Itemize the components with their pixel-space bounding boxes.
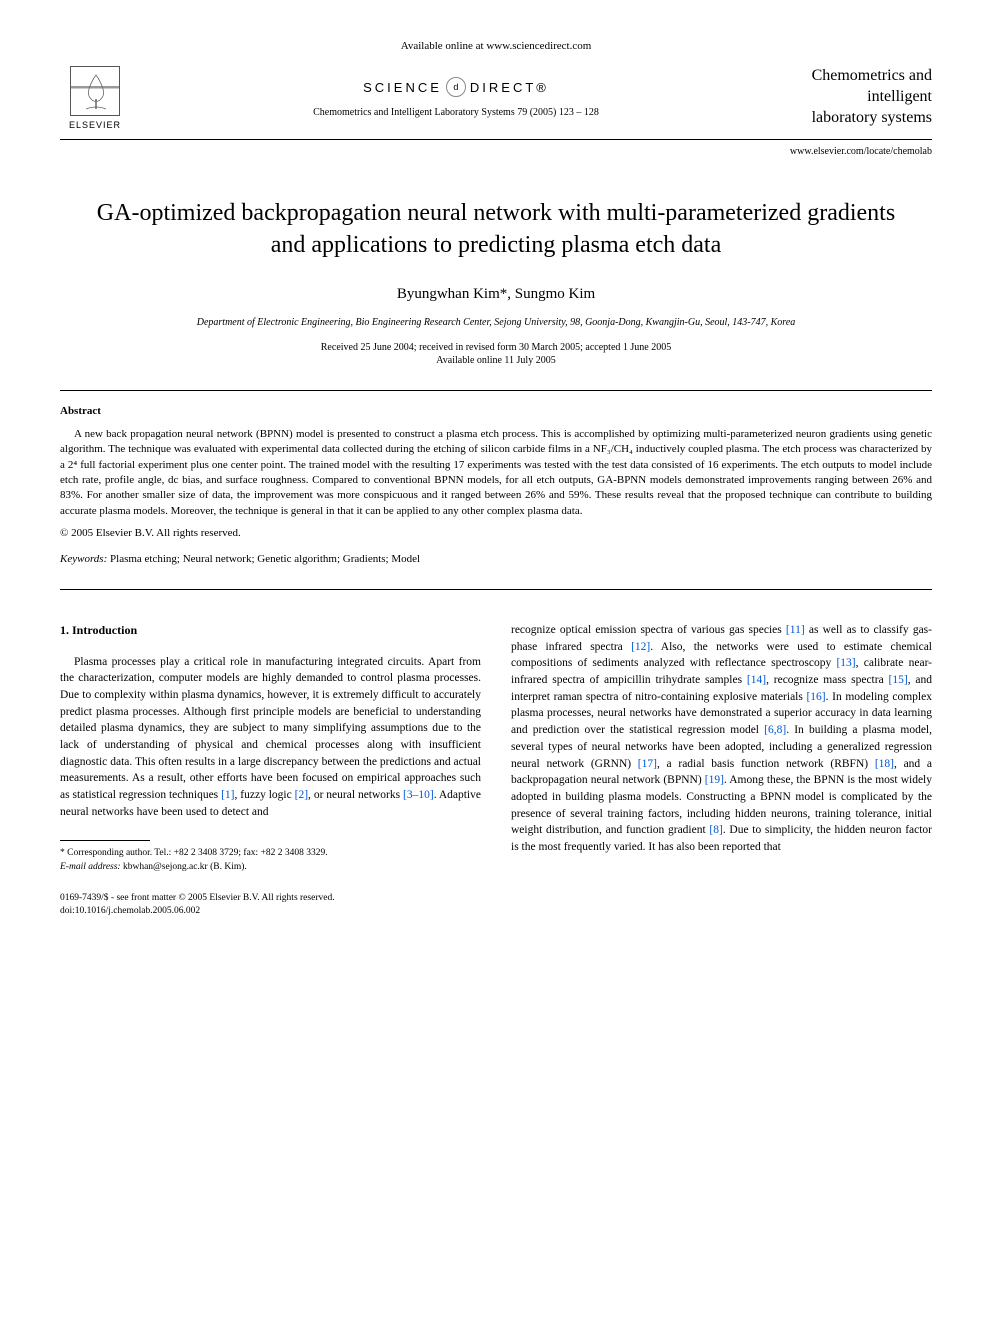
elsevier-logo: ELSEVIER xyxy=(60,60,130,135)
citation-link-14[interactable]: [14] xyxy=(747,674,766,686)
available-online-date: Available online 11 July 2005 xyxy=(60,355,932,366)
section-heading-intro: 1. Introduction xyxy=(60,622,481,639)
header-row: ELSEVIER SCIENCE d DIRECT® Chemometrics … xyxy=(60,60,932,135)
abstract-body: A new back propagation neural network (B… xyxy=(60,427,932,519)
sd-left: SCIENCE xyxy=(363,80,442,95)
citation-link-19[interactable]: [19] xyxy=(705,774,724,786)
citation-link-11[interactable]: [11] xyxy=(786,624,805,636)
journal-name-block: Chemometrics and intelligent laboratory … xyxy=(782,66,932,128)
elsevier-label: ELSEVIER xyxy=(69,120,121,130)
abstract-copyright: © 2005 Elsevier B.V. All rights reserved… xyxy=(60,527,932,539)
keywords: Keywords: Plasma etching; Neural network… xyxy=(60,553,932,565)
email-footnote: E-mail address: kbwhan@sejong.ac.kr (B. … xyxy=(60,861,481,874)
column-left: 1. Introduction Plasma processes play a … xyxy=(60,622,481,918)
doi: doi:10.1016/j.chemolab.2005.06.002 xyxy=(60,905,481,918)
available-online-text: Available online at www.sciencedirect.co… xyxy=(60,40,932,52)
elsevier-tree-icon xyxy=(70,66,120,116)
intro-text-2: , fuzzy logic xyxy=(235,789,295,801)
science-direct-logo: SCIENCE d DIRECT® xyxy=(363,77,549,97)
journal-name: Chemometrics and intelligent laboratory … xyxy=(782,66,932,128)
citation-link-18[interactable]: [18] xyxy=(875,758,894,770)
citation-link-1[interactable]: [1] xyxy=(221,789,234,801)
column-right: recognize optical emission spectra of va… xyxy=(511,622,932,918)
abstract-divider-bottom xyxy=(60,589,932,590)
journal-name-line1: Chemometrics and xyxy=(782,66,932,87)
citation-link-3-10[interactable]: [3–10] xyxy=(403,789,434,801)
col2-text-9: , a radial basis function network (RBFN) xyxy=(657,758,875,770)
col2-text-1: recognize optical emission spectra of va… xyxy=(511,624,786,636)
journal-name-line3: laboratory systems xyxy=(782,108,932,129)
authors: Byungwhan Kim*, Sungmo Kim xyxy=(60,286,932,303)
journal-url: www.elsevier.com/locate/chemolab xyxy=(60,146,932,157)
sd-right: DIRECT® xyxy=(470,80,549,95)
citation-link-17[interactable]: [17] xyxy=(638,758,657,770)
citation-link-16[interactable]: [16] xyxy=(806,691,825,703)
intro-text-1: Plasma processes play a critical role in… xyxy=(60,656,481,801)
issn-copyright: 0169-7439/$ - see front matter © 2005 El… xyxy=(60,892,481,905)
body-columns: 1. Introduction Plasma processes play a … xyxy=(60,622,932,918)
corresponding-author-footnote: * Corresponding author. Tel.: +82 2 3408… xyxy=(60,847,481,860)
intro-paragraph-right: recognize optical emission spectra of va… xyxy=(511,622,932,855)
email-address: kbwhan@sejong.ac.kr (B. Kim). xyxy=(121,862,247,872)
keywords-label: Keywords: xyxy=(60,553,107,565)
front-matter-info: 0169-7439/$ - see front matter © 2005 El… xyxy=(60,892,481,919)
intro-paragraph-left: Plasma processes play a critical role in… xyxy=(60,654,481,821)
citation-link-12[interactable]: [12] xyxy=(631,641,650,653)
affiliation: Department of Electronic Engineering, Bi… xyxy=(60,317,932,328)
journal-name-line2: intelligent xyxy=(782,87,932,108)
intro-text-3: , or neural networks xyxy=(308,789,403,801)
journal-reference: Chemometrics and Intelligent Laboratory … xyxy=(130,107,782,118)
footnote-divider xyxy=(60,840,150,841)
abstract-heading: Abstract xyxy=(60,405,932,417)
citation-link-2[interactable]: [2] xyxy=(295,789,308,801)
citation-link-8[interactable]: [8] xyxy=(709,824,722,836)
citation-link-15[interactable]: [15] xyxy=(889,674,908,686)
citation-link-6-8[interactable]: [6,8] xyxy=(764,724,786,736)
citation-link-13[interactable]: [13] xyxy=(836,657,855,669)
email-label: E-mail address: xyxy=(60,862,121,872)
article-title: GA-optimized backpropagation neural netw… xyxy=(80,197,912,262)
page-header: Available online at www.sciencedirect.co… xyxy=(60,40,932,157)
keywords-text: Plasma etching; Neural network; Genetic … xyxy=(107,553,420,565)
science-direct-block: SCIENCE d DIRECT® Chemometrics and Intel… xyxy=(130,77,782,118)
abstract-divider-top xyxy=(60,390,932,391)
sd-circle-icon: d xyxy=(446,77,466,97)
received-dates: Received 25 June 2004; received in revis… xyxy=(60,342,932,353)
header-rule xyxy=(60,139,932,140)
col2-text-5: , recognize mass spectra xyxy=(766,674,888,686)
